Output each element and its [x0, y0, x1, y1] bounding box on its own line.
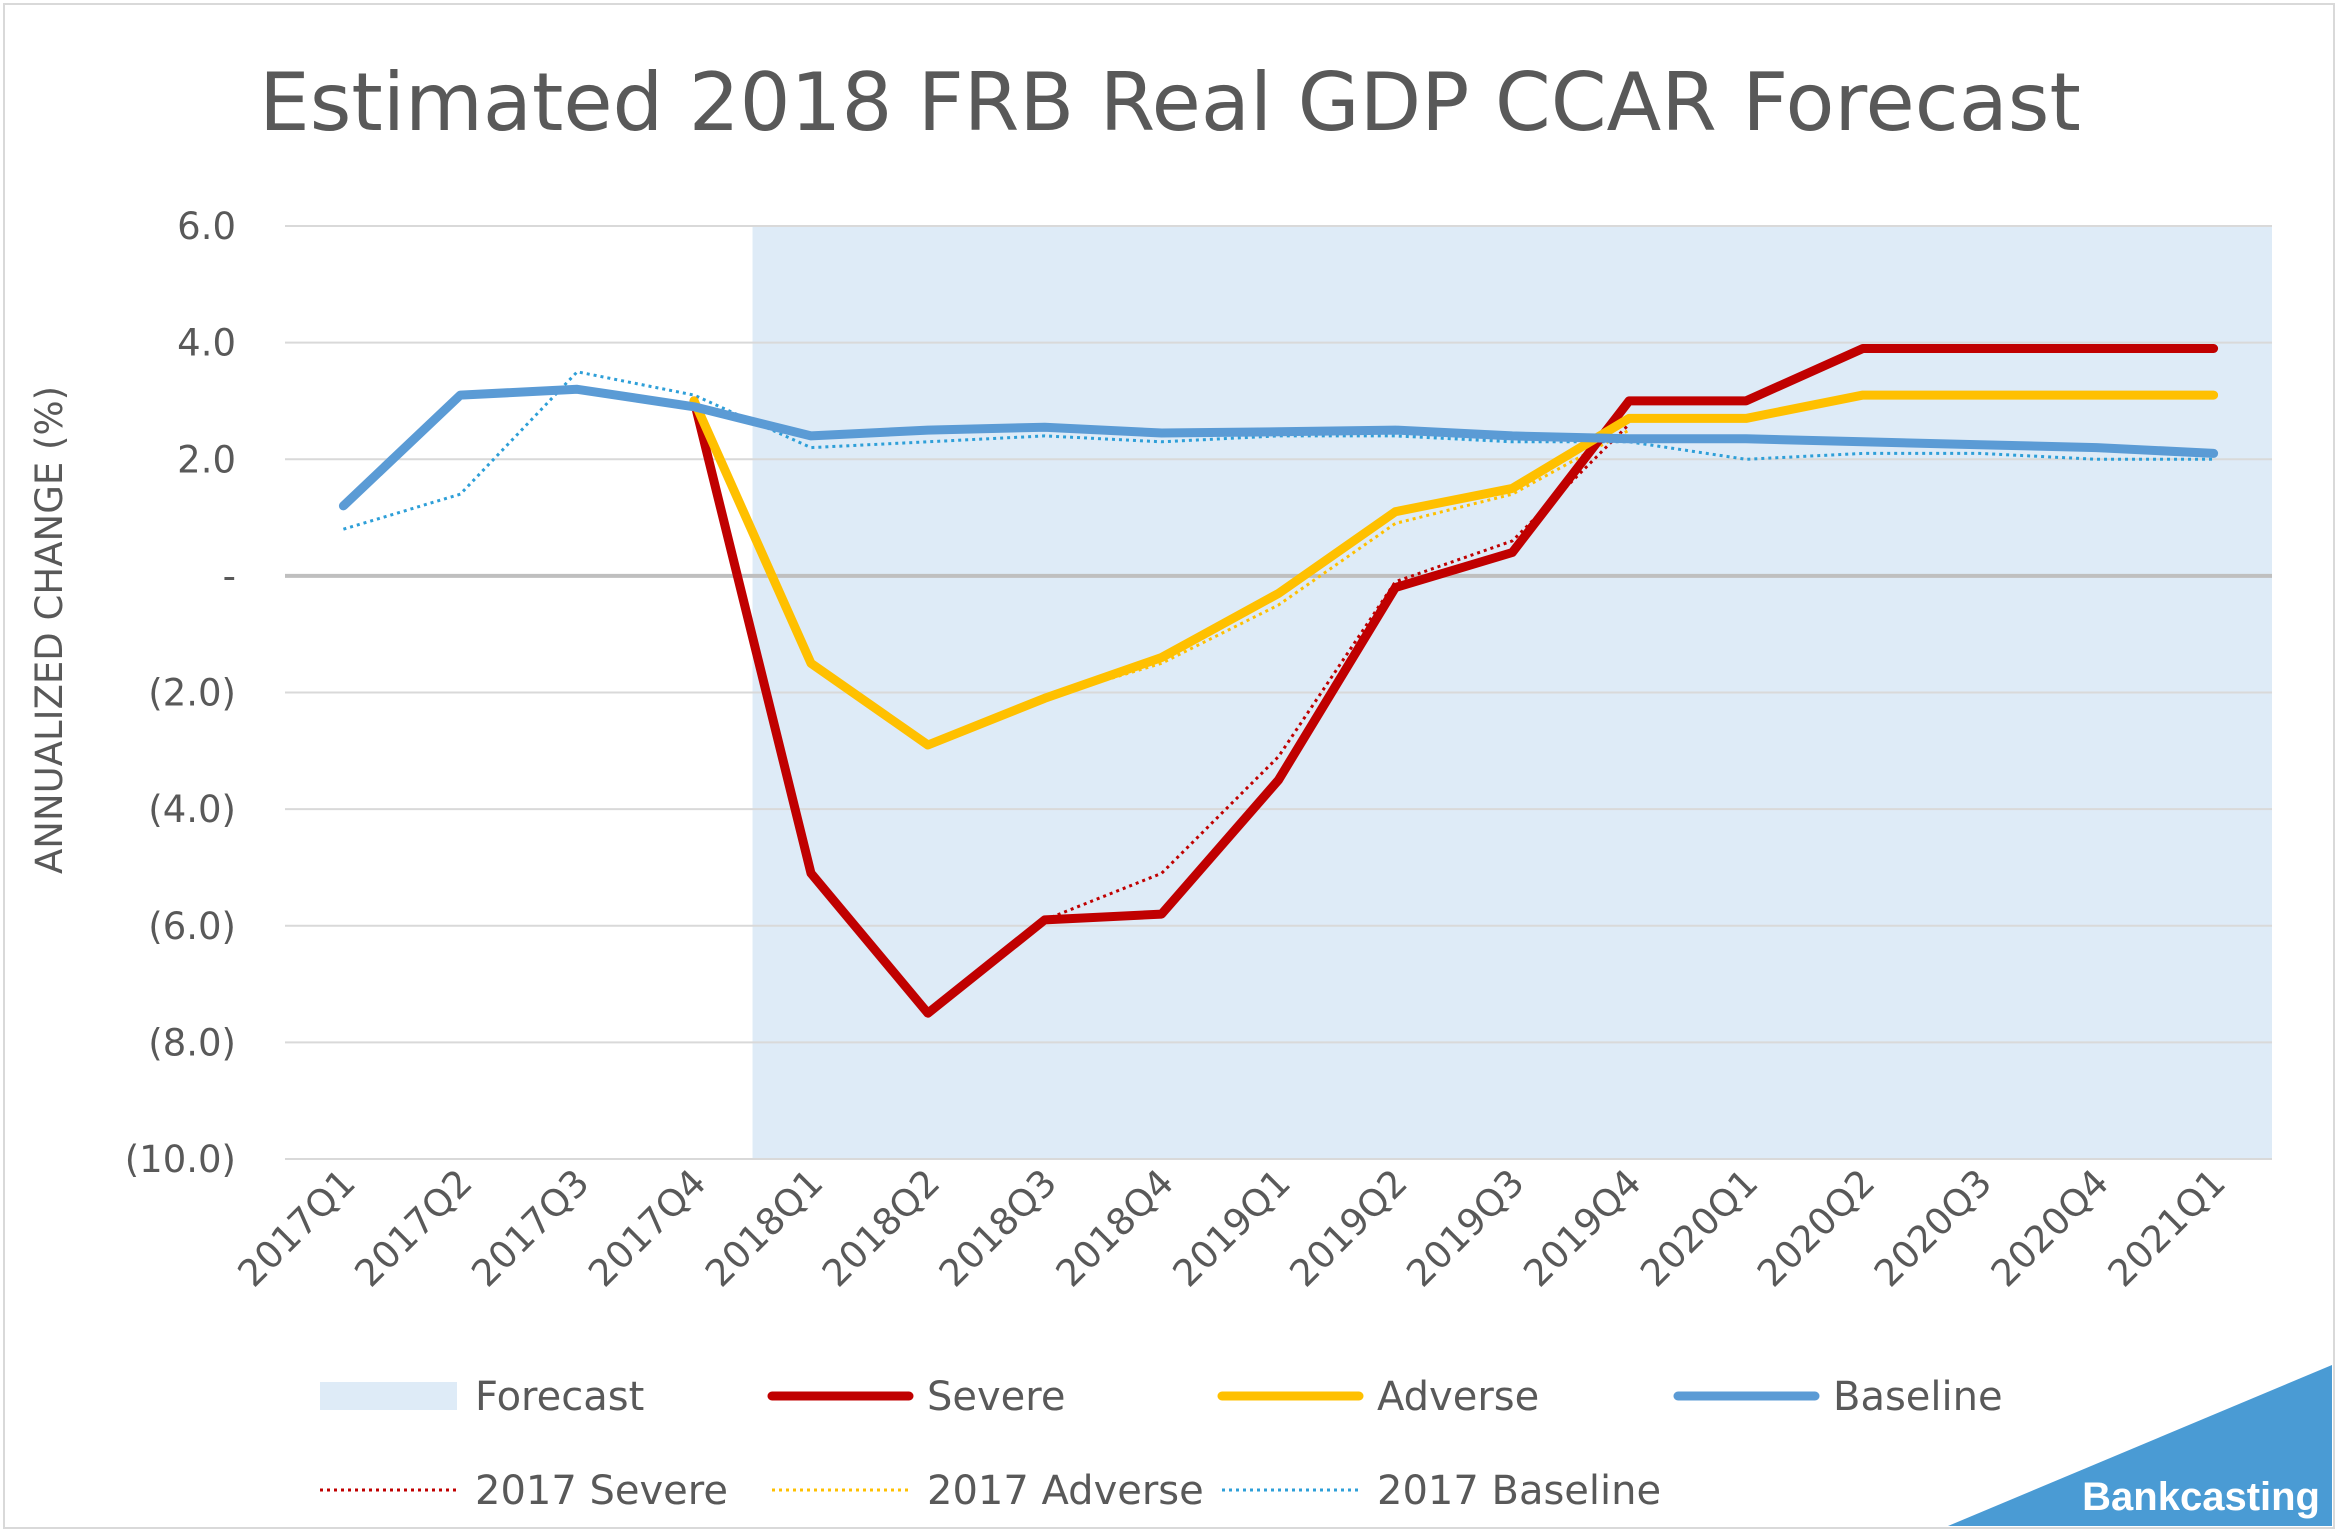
y-tick-label: (2.0)	[148, 672, 236, 715]
x-tick-label: 2020Q2	[1749, 1161, 1883, 1295]
series-line-2017-baseline	[342, 370, 2214, 531]
bankcasting-logo: Bankcasting	[2082, 1475, 2320, 1519]
x-tick-label: 2017Q3	[463, 1161, 597, 1295]
y-tick-label: (8.0)	[148, 1021, 236, 1064]
legend-label-forecast: Forecast	[475, 1374, 644, 1420]
x-tick-label: 2017Q2	[346, 1161, 480, 1295]
x-tick-label: 2017Q4	[580, 1161, 714, 1295]
x-tick-label: 2019Q3	[1398, 1161, 1532, 1295]
y-tick-label: 6.0	[177, 205, 236, 248]
x-tick-label: 2018Q4	[1048, 1161, 1182, 1295]
y-tick-label: -	[223, 555, 236, 598]
y-tick-label: (10.0)	[125, 1138, 236, 1181]
x-tick-label: 2021Q1	[2100, 1161, 2234, 1295]
legend-swatch-forecast	[320, 1382, 457, 1410]
legend-label-adverse: Adverse	[1377, 1374, 1539, 1420]
legend-label-severe: Severe	[927, 1374, 1065, 1420]
x-tick-label: 2019Q4	[1515, 1161, 1649, 1295]
chart-title: Estimated 2018 FRB Real GDP CCAR Forecas…	[259, 56, 2081, 149]
y-axis-label: ANNUALIZED CHANGE (%)	[28, 386, 71, 874]
chart-frame	[3, 3, 2335, 1529]
x-tick-label: 2018Q2	[814, 1161, 948, 1295]
series-line-severe	[689, 344, 2219, 1018]
x-tick-label: 2018Q3	[931, 1161, 1065, 1295]
legend-label-baseline: Baseline	[1833, 1374, 2003, 1420]
y-tick-label: 2.0	[177, 438, 236, 481]
legend-label-2017-baseline: 2017 Baseline	[1377, 1468, 1661, 1514]
x-tick-label: 2020Q3	[1866, 1161, 2000, 1295]
y-tick-label: (6.0)	[148, 905, 236, 948]
y-tick-label: (4.0)	[148, 788, 236, 831]
x-tick-label: 2019Q2	[1282, 1161, 1416, 1295]
legend-label-2017-severe: 2017 Severe	[475, 1468, 728, 1514]
series-line-adverse	[689, 390, 2219, 750]
bankcasting-banner	[1948, 1365, 2332, 1526]
y-tick-label: 4.0	[177, 322, 236, 365]
x-tick-label: 2017Q1	[230, 1161, 364, 1295]
x-tick-label: 2018Q1	[697, 1161, 831, 1295]
x-tick-label: 2020Q1	[1632, 1161, 1766, 1295]
legend-label-2017-adverse: 2017 Adverse	[927, 1468, 1204, 1514]
x-tick-label: 2020Q4	[1983, 1161, 2117, 1295]
series-line-2017-adverse	[1044, 428, 1630, 700]
x-tick-label: 2019Q1	[1165, 1161, 1299, 1295]
series-line-baseline	[338, 384, 2219, 511]
